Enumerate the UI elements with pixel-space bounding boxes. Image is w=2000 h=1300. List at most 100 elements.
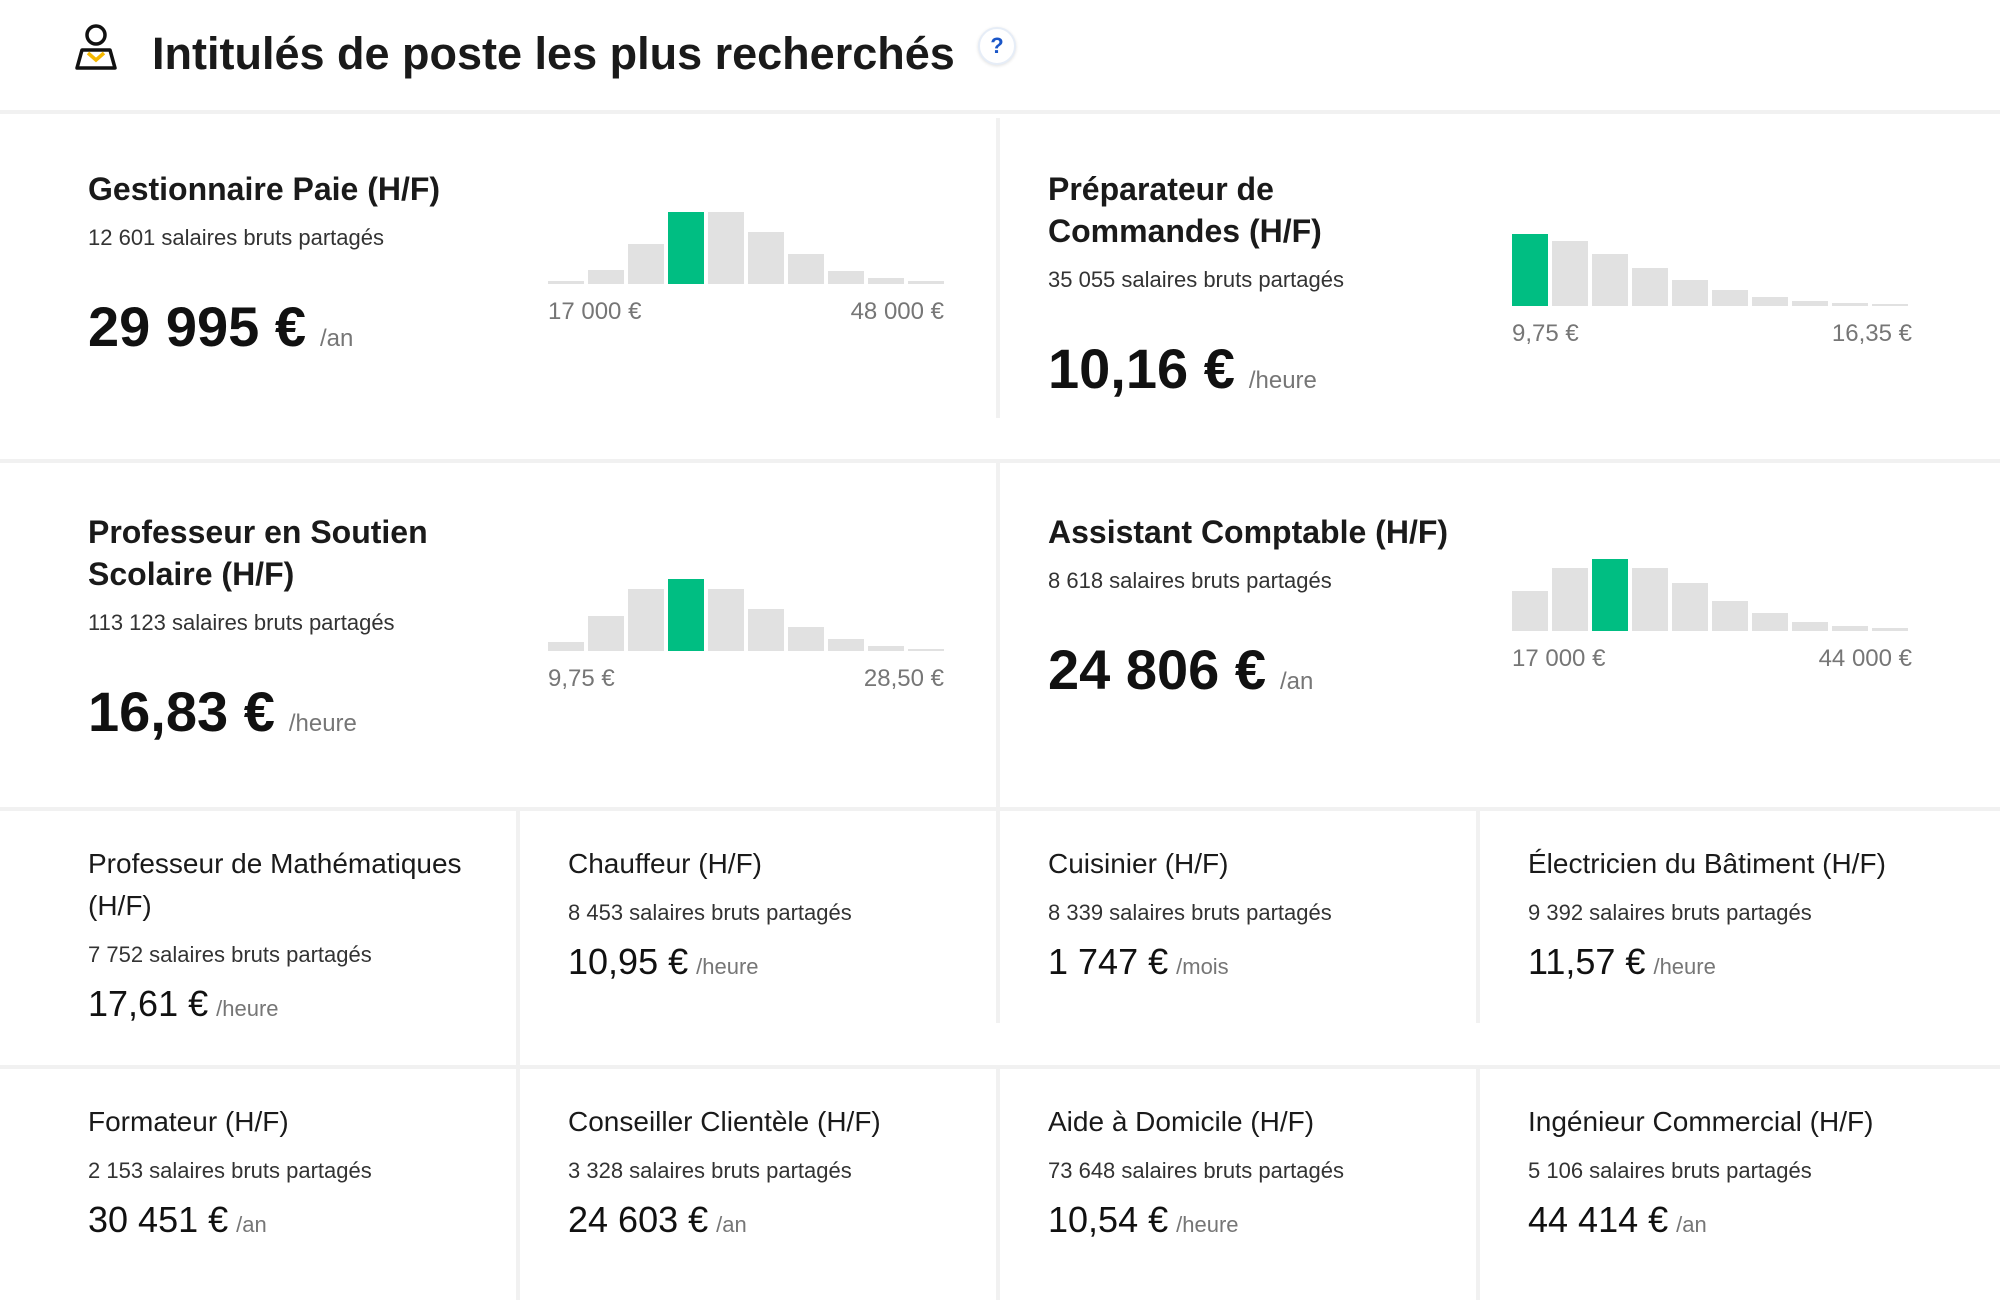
histogram-bar xyxy=(1752,613,1788,631)
salary-unit: /heure xyxy=(288,710,357,737)
job-card[interactable]: Professeur de Mathématiques (H/F) 7 752 … xyxy=(0,811,516,1065)
histogram-bar xyxy=(868,646,904,651)
featured-job-card[interactable]: Assistant Comptable (H/F) 8 618 salaires… xyxy=(1000,463,2000,807)
salary-count: 113 123 salaires bruts partagés xyxy=(88,610,395,635)
salary-value: 30 451 € xyxy=(88,1199,229,1240)
histogram-bar xyxy=(908,649,944,651)
job-card[interactable]: Conseiller Clientèle (H/F) 3 328 salaire… xyxy=(520,1069,996,1300)
histogram-min-label: 17 000 € xyxy=(548,298,642,325)
histogram-bar-highlight xyxy=(668,579,704,651)
job-card[interactable]: Cuisinier (H/F) 8 339 salaires bruts par… xyxy=(1000,811,1476,1023)
median-salary: 24 806 € /an xyxy=(1048,637,1313,702)
histogram-max-label: 44 000 € xyxy=(1818,645,1912,672)
job-title[interactable]: Professeur en Soutien Scolaire (H/F) xyxy=(88,514,428,592)
histogram-bar xyxy=(1872,628,1908,631)
histogram-max-label: 16,35 € xyxy=(1831,320,1912,347)
salary-unit: /an xyxy=(236,1212,267,1237)
histogram-bar-highlight xyxy=(1592,559,1628,631)
page-title: Intitulés de poste les plus recherchés xyxy=(152,28,955,79)
histogram-bar xyxy=(748,609,784,651)
histogram-bar xyxy=(1632,268,1668,306)
histogram-bar xyxy=(708,589,744,651)
salary-value: 16,83 € xyxy=(88,680,275,743)
job-card[interactable]: Électricien du Bâtiment (H/F) 9 392 sala… xyxy=(1480,811,2000,1023)
histogram-bar xyxy=(828,639,864,651)
histogram-bar xyxy=(1832,626,1868,631)
salary-unit: /an xyxy=(716,1212,747,1237)
salary-histogram xyxy=(1512,234,1912,306)
job-card[interactable]: Ingénieur Commercial (H/F) 5 106 salaire… xyxy=(1480,1069,2000,1300)
histogram-bar xyxy=(1552,568,1588,631)
job-card[interactable]: Chauffeur (H/F) 8 453 salaires bruts par… xyxy=(520,811,996,1023)
salary-value: 10,95 € xyxy=(568,941,689,982)
divider xyxy=(0,1065,2000,1069)
histogram-bar xyxy=(588,270,624,284)
job-title[interactable]: Formateur (H/F) xyxy=(88,1106,289,1137)
median-salary: 24 603 € /an xyxy=(568,1199,747,1241)
histogram-bar xyxy=(1632,568,1668,631)
histogram-bar-highlight xyxy=(1512,234,1548,306)
histogram-bar xyxy=(1712,601,1748,631)
salary-count: 9 392 salaires bruts partagés xyxy=(1528,900,1812,925)
divider xyxy=(996,463,1000,807)
featured-job-card[interactable]: Préparateur de Commandes (H/F) 35 055 sa… xyxy=(1000,118,2000,459)
job-title[interactable]: Électricien du Bâtiment (H/F) xyxy=(1528,848,1886,879)
job-title[interactable]: Chauffeur (H/F) xyxy=(568,848,762,879)
divider xyxy=(996,118,1000,418)
job-title[interactable]: Ingénieur Commercial (H/F) xyxy=(1528,1106,1874,1137)
histogram-max-label: 28,50 € xyxy=(863,665,944,692)
histogram-min-label: 17 000 € xyxy=(1512,645,1606,672)
histogram-bar xyxy=(1712,290,1748,306)
median-salary: 16,83 € /heure xyxy=(88,679,357,744)
salary-unit: /heure xyxy=(216,996,279,1021)
histogram-bar xyxy=(1792,301,1828,306)
divider xyxy=(996,811,1000,1023)
job-title[interactable]: Préparateur de Commandes (H/F) xyxy=(1048,171,1322,249)
salary-count: 8 618 salaires bruts partagés xyxy=(1048,568,1332,593)
salary-count: 2 153 salaires bruts partagés xyxy=(88,1158,372,1183)
salary-value: 10,16 € xyxy=(1048,337,1235,400)
histogram-bar xyxy=(548,281,584,284)
job-card[interactable]: Aide à Domicile (H/F) 73 648 salaires br… xyxy=(1000,1069,1476,1300)
salary-count: 73 648 salaires bruts partagés xyxy=(1048,1158,1344,1183)
salary-unit: /heure xyxy=(1176,1212,1239,1237)
histogram-bar xyxy=(1512,591,1548,631)
histogram-bar xyxy=(1832,303,1868,306)
divider xyxy=(1476,811,1480,1023)
median-salary: 11,57 € /heure xyxy=(1528,941,1716,983)
histogram-bar xyxy=(868,278,904,284)
histogram-bar xyxy=(1552,241,1588,306)
job-title[interactable]: Assistant Comptable (H/F) xyxy=(1048,514,1449,550)
histogram-bar-highlight xyxy=(668,212,704,284)
divider xyxy=(0,807,2000,811)
job-title[interactable]: Cuisinier (H/F) xyxy=(1048,848,1229,879)
salary-unit: /mois xyxy=(1176,954,1229,979)
salary-value: 24 806 € xyxy=(1048,638,1266,701)
histogram-bar xyxy=(628,244,664,284)
job-title[interactable]: Aide à Domicile (H/F) xyxy=(1048,1106,1315,1137)
median-salary: 30 451 € /an xyxy=(88,1199,267,1241)
featured-job-card[interactable]: Professeur en Soutien Scolaire (H/F) 113… xyxy=(0,463,996,807)
job-title[interactable]: Gestionnaire Paie (H/F) xyxy=(88,171,441,207)
histogram-bar xyxy=(1872,304,1908,306)
median-salary: 10,54 € /heure xyxy=(1048,1199,1239,1241)
salary-count: 3 328 salaires bruts partagés xyxy=(568,1158,852,1183)
salary-value: 17,61 € xyxy=(88,983,209,1024)
histogram-bar xyxy=(1672,280,1708,306)
histogram-bar xyxy=(628,589,664,651)
median-salary: 10,16 € /heure xyxy=(1048,336,1317,401)
histogram-bar xyxy=(1672,583,1708,631)
median-salary: 17,61 € /heure xyxy=(88,983,279,1025)
featured-job-card[interactable]: Gestionnaire Paie (H/F) 12 601 salaires … xyxy=(0,118,996,459)
divider xyxy=(1476,1069,1480,1300)
job-card[interactable]: Formateur (H/F) 2 153 salaires bruts par… xyxy=(0,1069,516,1300)
histogram-bar xyxy=(548,642,584,651)
median-salary: 44 414 € /an xyxy=(1528,1199,1707,1241)
salary-unit: /an xyxy=(319,325,354,352)
job-title[interactable]: Professeur de Mathématiques (H/F) xyxy=(88,848,462,921)
help-icon[interactable]: ? xyxy=(978,27,1016,65)
salary-value: 44 414 € xyxy=(1528,1199,1669,1240)
salary-value: 10,54 € xyxy=(1048,1199,1169,1240)
job-title[interactable]: Conseiller Clientèle (H/F) xyxy=(568,1106,881,1137)
salary-value: 1 747 € xyxy=(1048,941,1169,982)
